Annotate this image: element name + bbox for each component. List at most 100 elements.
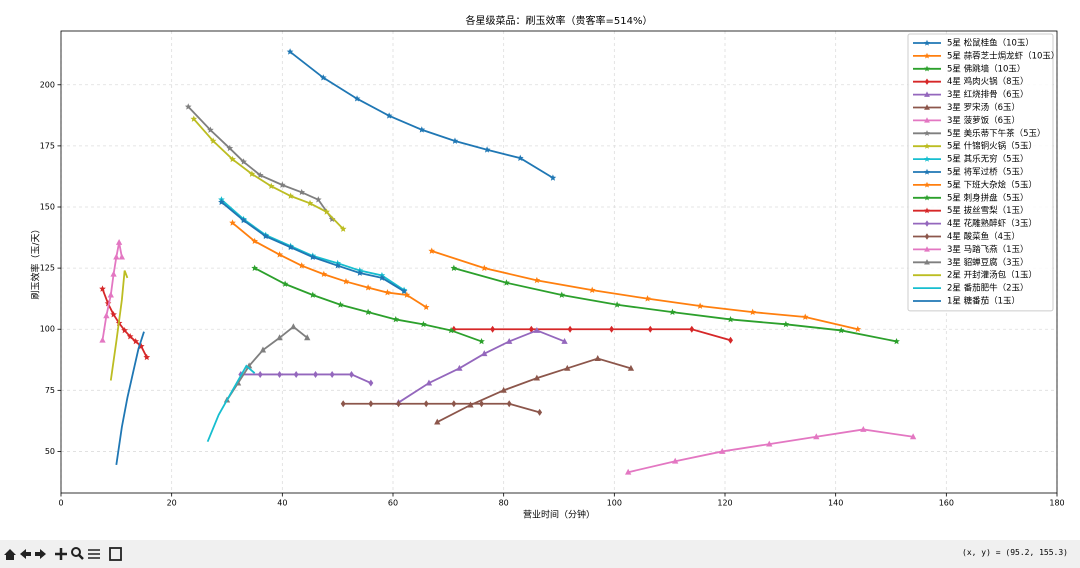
data-point (669, 308, 676, 315)
data-point (749, 308, 756, 315)
data-point (627, 364, 635, 371)
series-line (206, 364, 256, 443)
y-tick-label: 100 (40, 325, 55, 334)
series-line (231, 222, 427, 308)
data-point (113, 253, 120, 260)
legend-marker (923, 181, 931, 188)
chart-title: 各星级菜品：刷玉效率（贵客率=514%） (466, 14, 653, 27)
data-point (506, 337, 513, 344)
data-point (293, 370, 299, 378)
legend-label: 5星 松鼠桂鱼（10玉） (947, 38, 1034, 49)
data-point (207, 126, 214, 133)
legend-marker (923, 207, 931, 214)
data-point (229, 155, 236, 163)
legend-label: 5星 美乐蒂下午茶（5玉） (947, 128, 1046, 139)
legend-label: 5星 将军过桥（5玉） (947, 167, 1029, 178)
zoom-button[interactable] (71, 547, 81, 557)
data-point (533, 374, 541, 381)
data-point (385, 112, 393, 119)
data-point (110, 270, 117, 277)
save-button[interactable] (109, 547, 122, 561)
data-point (613, 301, 621, 308)
back-button[interactable] (20, 549, 31, 559)
data-point (319, 74, 327, 81)
legend-marker (924, 78, 930, 85)
legend-marker (923, 65, 931, 72)
series-line (109, 270, 129, 381)
data-point (309, 291, 317, 298)
forward-button[interactable] (35, 549, 46, 559)
configure-button[interactable] (88, 549, 100, 559)
x-tick-label: 20 (167, 499, 177, 508)
data-point (719, 447, 726, 454)
data-point (121, 326, 128, 334)
data-point (184, 103, 192, 110)
data-point (728, 336, 733, 344)
data-point (644, 295, 651, 302)
home-button[interactable] (4, 549, 16, 560)
data-point (854, 325, 862, 333)
data-point (277, 370, 283, 378)
data-point (400, 287, 408, 295)
x-tick-label: 180 (1049, 499, 1064, 508)
legend-marker (924, 246, 930, 252)
legend-label: 5星 佛跳墙（10玉） (947, 63, 1025, 74)
data-point (342, 278, 350, 285)
legend-label: 5星 刺身拼盘（5玉） (947, 192, 1029, 203)
data-point (533, 276, 541, 284)
data-point (480, 264, 488, 271)
data-point (256, 171, 264, 179)
legend-marker (923, 168, 931, 175)
y-tick-label: 150 (40, 203, 55, 212)
x-tick-label: 80 (499, 499, 509, 508)
pan-button[interactable] (55, 548, 67, 560)
data-point (279, 181, 286, 188)
data-point (451, 400, 457, 408)
data-point (218, 198, 225, 205)
data-point (334, 262, 341, 269)
data-point (403, 291, 411, 298)
data-point (479, 400, 484, 408)
x-tick-label: 60 (388, 499, 398, 508)
data-point (420, 320, 427, 328)
data-point (304, 334, 311, 341)
series-line (240, 373, 372, 384)
data-point (364, 284, 372, 291)
data-point (290, 323, 297, 330)
data-point (132, 337, 140, 345)
legend-label: 2星 番茄肥牛（2玉） (947, 283, 1029, 294)
data-point (478, 337, 485, 345)
data-point (110, 311, 117, 318)
data-point (533, 326, 541, 333)
data-point (209, 137, 217, 144)
legend-marker (923, 155, 931, 162)
cursor-status: (x, y) = (95.2, 155.3) (962, 548, 1068, 557)
data-point (450, 264, 458, 271)
data-point (143, 353, 151, 361)
y-tick-label: 75 (45, 386, 55, 395)
data-point (766, 440, 773, 447)
y-tick-label: 200 (40, 80, 55, 89)
data-point (276, 334, 283, 341)
legend-marker (923, 130, 931, 136)
data-point (313, 370, 318, 378)
data-point (267, 182, 275, 190)
data-point (594, 355, 601, 362)
data-point (276, 251, 283, 258)
data-point (337, 301, 344, 308)
series-line (453, 267, 897, 343)
y-axis-label: 刷玉效率（玉/天） (30, 224, 42, 299)
data-point (782, 320, 790, 328)
data-point (537, 408, 543, 416)
legend-label: 5星 什锦铜火锅（5玉） (947, 141, 1037, 152)
legend-box (907, 33, 1054, 312)
data-point (483, 146, 491, 153)
data-point (298, 188, 306, 196)
legend-label: 3星 貂蝉豆腐（3玉） (947, 257, 1029, 268)
x-tick-label: 160 (939, 499, 954, 508)
zoom-handle (78, 554, 84, 560)
series-line (343, 402, 540, 414)
data-point (281, 280, 289, 287)
data-point (364, 308, 372, 315)
legend-label: 3星 罗宋汤（6玉） (947, 102, 1020, 113)
